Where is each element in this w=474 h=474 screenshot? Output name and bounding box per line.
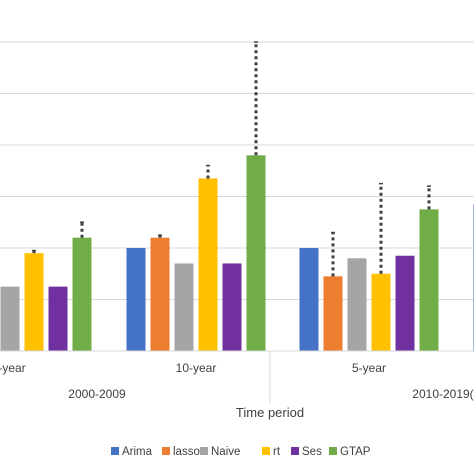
legend-swatch <box>200 447 208 455</box>
bar-rt <box>371 273 391 351</box>
bar-rt <box>24 253 44 351</box>
legend-swatch <box>291 447 299 455</box>
legend-swatch <box>111 447 119 455</box>
x-axis-title: Time period <box>236 405 304 420</box>
legend-swatch <box>329 447 337 455</box>
legend-label: GTAP <box>340 446 371 458</box>
legend-label: lasso <box>173 446 200 458</box>
group-label: 2010-2019( <box>412 387 473 401</box>
bar-ses <box>222 263 242 351</box>
bar-gtap <box>72 237 92 351</box>
bar-lasso <box>150 237 170 351</box>
legend-swatch <box>162 447 170 455</box>
legend-label: rt <box>273 446 281 458</box>
bar-series <box>0 155 474 351</box>
bar-naive <box>174 263 194 351</box>
group-labels: 2000-2009 2010-2019( <box>68 387 473 401</box>
category-label: 10-year <box>176 361 217 375</box>
legend-label: Naive <box>211 446 240 458</box>
error-bars <box>32 41 431 277</box>
category-label: -year <box>0 361 26 375</box>
bar-rt <box>198 178 218 351</box>
bar-lasso <box>323 276 343 351</box>
bar-gtap <box>419 209 439 351</box>
bar-ses <box>48 286 68 351</box>
category-labels: -year 10-year 5-year <box>0 361 386 375</box>
bar-naive <box>347 258 367 351</box>
legend-swatch <box>262 447 270 455</box>
legend: Arima lasso Naive rt Ses GTAP <box>111 446 371 458</box>
bar-ses <box>395 255 415 351</box>
group-label: 2000-2009 <box>68 387 126 401</box>
legend-label: Ses <box>302 446 322 458</box>
bar-naive <box>0 286 20 351</box>
bar-arima <box>126 248 146 351</box>
bar-gtap <box>246 155 266 351</box>
category-label: 5-year <box>352 361 386 375</box>
bar-arima <box>299 248 319 351</box>
legend-label: Arima <box>122 446 153 458</box>
